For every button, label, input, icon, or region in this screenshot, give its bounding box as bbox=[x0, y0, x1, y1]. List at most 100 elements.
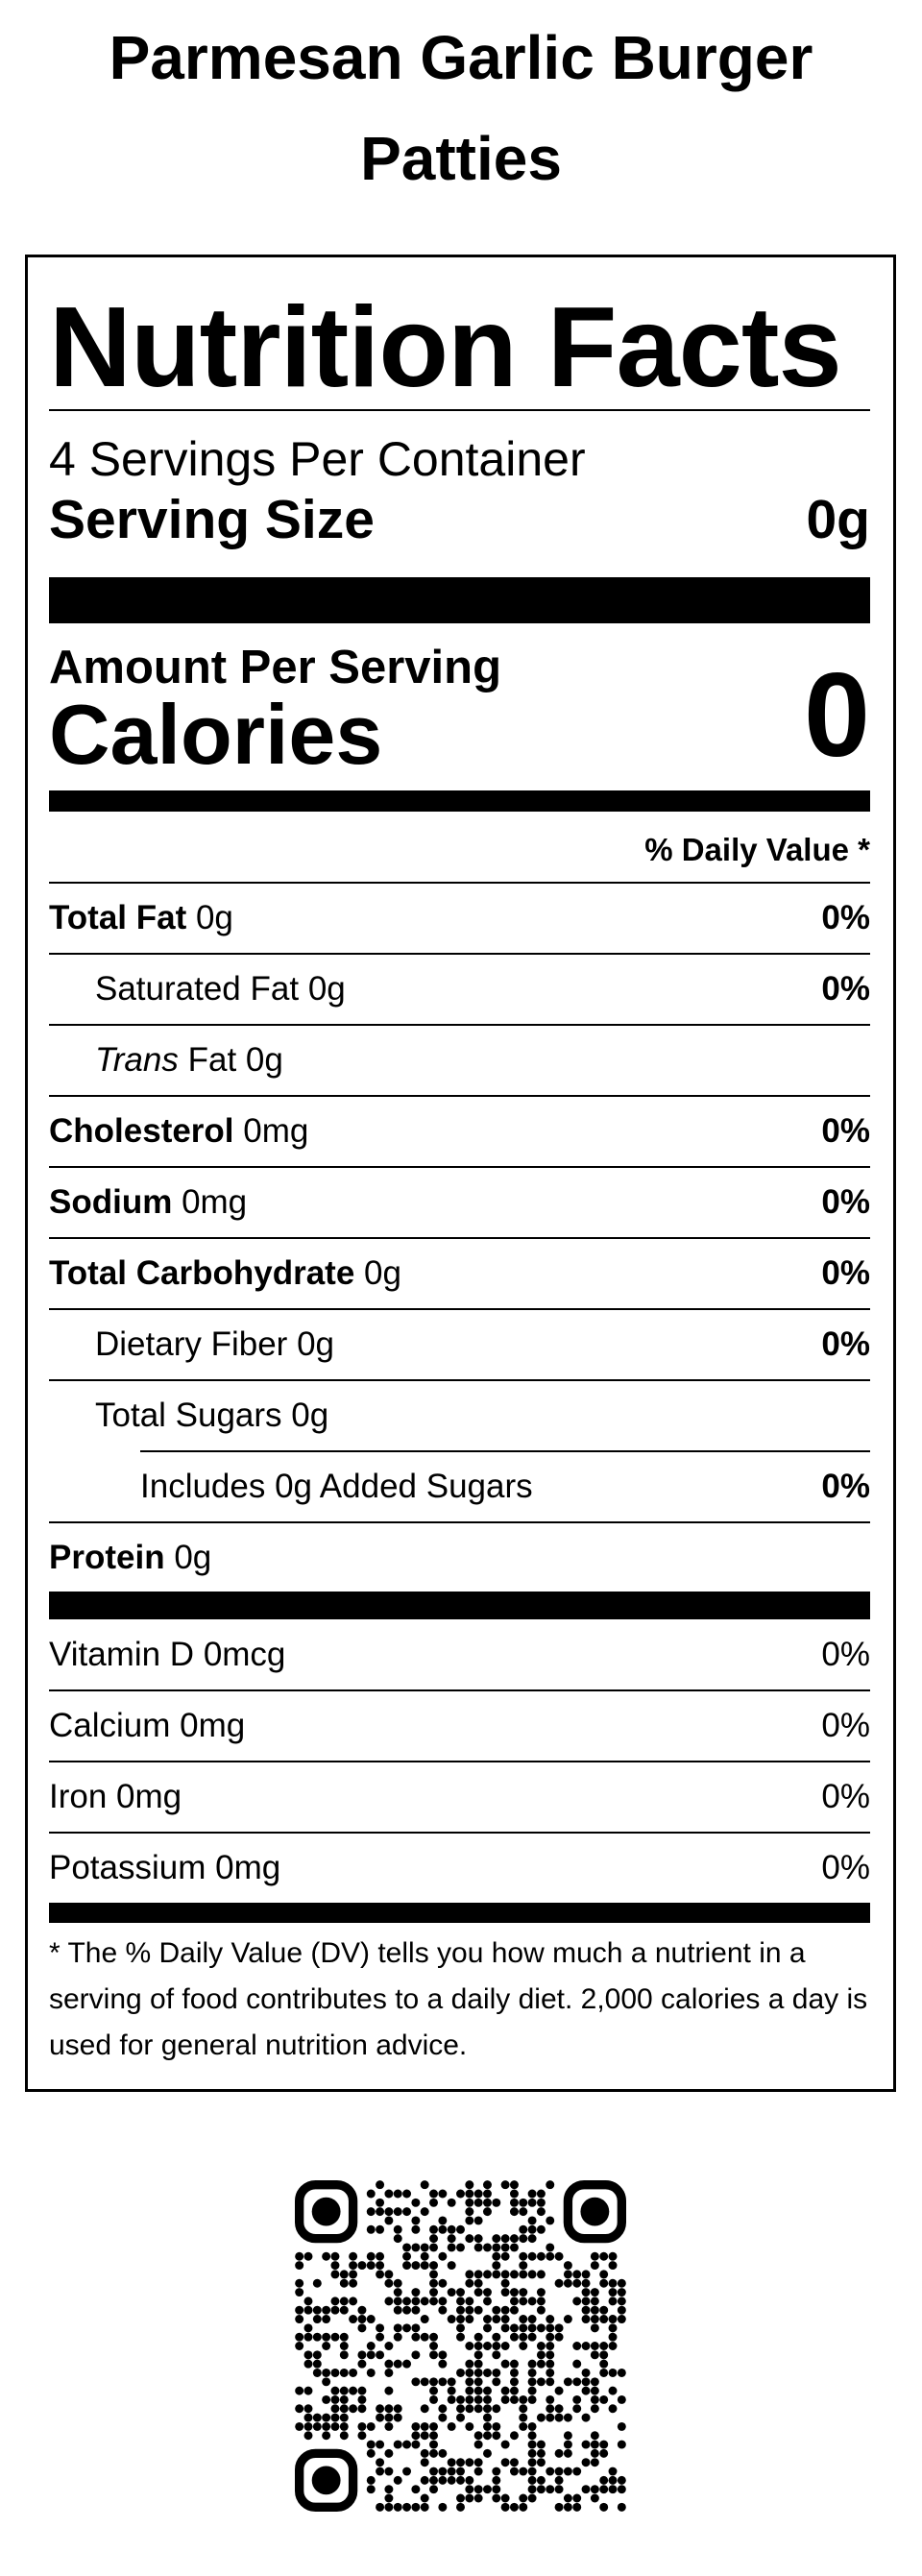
qr-module bbox=[447, 2261, 456, 2271]
qr-module bbox=[572, 2297, 582, 2306]
qr-module bbox=[536, 2224, 546, 2234]
qr-module bbox=[527, 2448, 537, 2458]
qr-module bbox=[411, 2421, 421, 2431]
qr-module bbox=[456, 2305, 465, 2315]
qr-module bbox=[546, 2377, 555, 2387]
qr-module bbox=[500, 2359, 510, 2369]
qr-module bbox=[465, 2297, 474, 2306]
nutrient-name: Total Carbohydrate bbox=[49, 1254, 355, 1292]
nutrient-name: Trans bbox=[95, 1041, 179, 1079]
qr-module bbox=[572, 2493, 582, 2503]
qr-module bbox=[438, 2189, 448, 2199]
qr-module bbox=[438, 2448, 448, 2458]
qr-module bbox=[465, 2386, 474, 2395]
qr-module bbox=[393, 2332, 402, 2342]
qr-module bbox=[608, 2475, 618, 2485]
qr-module bbox=[500, 2342, 510, 2350]
qr-module bbox=[536, 2485, 546, 2494]
qr-module bbox=[581, 2368, 591, 2377]
qr-module bbox=[330, 2413, 340, 2422]
qr-module bbox=[438, 2224, 448, 2234]
qr-module bbox=[572, 2359, 582, 2369]
qr-module bbox=[357, 2359, 367, 2369]
qr-module bbox=[581, 2440, 591, 2449]
qr-module bbox=[312, 2305, 322, 2315]
qr-module bbox=[492, 2261, 501, 2271]
qr-module bbox=[312, 2413, 322, 2422]
qr-module bbox=[527, 2224, 537, 2234]
qr-module bbox=[581, 2278, 591, 2288]
qr-module bbox=[456, 2243, 465, 2252]
qr-module bbox=[527, 2394, 537, 2404]
qr-module bbox=[312, 2368, 322, 2377]
qr-module bbox=[617, 2502, 626, 2512]
qr-module bbox=[303, 2323, 313, 2333]
qr-module bbox=[617, 2368, 626, 2377]
qr-module bbox=[465, 2180, 474, 2190]
qr-module bbox=[429, 2342, 439, 2350]
qr-module bbox=[482, 2297, 492, 2306]
qr-module bbox=[295, 2251, 304, 2261]
qr-module bbox=[311, 2466, 341, 2495]
qr-module bbox=[384, 2493, 394, 2503]
qr-module bbox=[429, 2448, 439, 2458]
qr-module bbox=[519, 2234, 528, 2244]
qr-module bbox=[349, 2368, 358, 2377]
qr-module bbox=[465, 2198, 474, 2207]
qr-module bbox=[519, 2342, 528, 2350]
qr-module bbox=[295, 2421, 304, 2431]
qr-module bbox=[447, 2288, 456, 2297]
qr-module bbox=[536, 2323, 546, 2333]
qr-module bbox=[411, 2502, 421, 2512]
qr-module bbox=[429, 2270, 439, 2279]
qr-module bbox=[402, 2440, 412, 2449]
qr-module bbox=[608, 2368, 618, 2377]
qr-module bbox=[339, 2394, 349, 2404]
qr-module bbox=[295, 2448, 358, 2512]
qr-module bbox=[519, 2493, 528, 2503]
qr-module bbox=[438, 2413, 448, 2422]
qr-module bbox=[376, 2261, 385, 2271]
qr-module bbox=[411, 2198, 421, 2207]
qr-module bbox=[536, 2359, 546, 2369]
qr-module bbox=[456, 2475, 465, 2485]
qr-module bbox=[339, 2270, 349, 2279]
qr-module bbox=[339, 2404, 349, 2414]
qr-module bbox=[438, 2278, 448, 2288]
qr-module bbox=[393, 2189, 402, 2199]
qr-module bbox=[303, 2404, 313, 2414]
qr-module bbox=[411, 2224, 421, 2234]
qr-module bbox=[482, 2207, 492, 2217]
qr-module bbox=[519, 2323, 528, 2333]
qr-module bbox=[527, 2323, 537, 2333]
qr-module bbox=[322, 2251, 331, 2261]
qr-module bbox=[527, 2421, 537, 2431]
qr-module bbox=[312, 2332, 322, 2342]
qr-module bbox=[546, 2467, 555, 2476]
qr-module bbox=[357, 2431, 367, 2441]
qr-module bbox=[563, 2413, 572, 2422]
qr-module bbox=[339, 2297, 349, 2306]
qr-module bbox=[366, 2485, 376, 2494]
qr-module bbox=[599, 2350, 609, 2360]
qr-module bbox=[473, 2440, 483, 2449]
qr-module bbox=[465, 2421, 474, 2431]
qr-module bbox=[384, 2448, 394, 2458]
qr-module bbox=[411, 2332, 421, 2342]
qr-module bbox=[599, 2305, 609, 2315]
qr-module bbox=[572, 2467, 582, 2476]
nutrient-name: Dietary Fiber bbox=[95, 1325, 288, 1363]
qr-module bbox=[384, 2207, 394, 2217]
nutrient-name: Sodium bbox=[49, 1183, 173, 1221]
qr-module bbox=[599, 2315, 609, 2324]
qr-module bbox=[482, 2448, 492, 2458]
qr-module bbox=[456, 2458, 465, 2467]
qr-module bbox=[429, 2234, 439, 2244]
qr-module bbox=[590, 2251, 599, 2261]
nutrient-dv: 0% bbox=[821, 970, 870, 1008]
qr-module bbox=[447, 2315, 456, 2324]
qr-module bbox=[447, 2386, 456, 2395]
qr-module bbox=[411, 2261, 421, 2271]
qr-module bbox=[527, 2359, 537, 2369]
